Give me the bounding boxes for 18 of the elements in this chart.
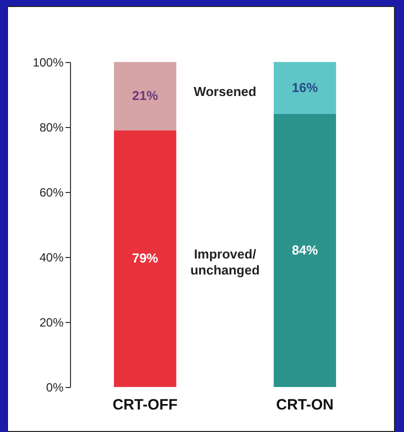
y-tick-label: 40% bbox=[39, 250, 64, 264]
series-label: Worsened bbox=[194, 84, 256, 100]
y-tick-label: 20% bbox=[39, 316, 64, 330]
data-label: 16% bbox=[292, 80, 318, 95]
y-tick-label: 0% bbox=[46, 380, 64, 394]
x-tick-label: CRT-ON bbox=[276, 396, 334, 414]
bar bbox=[274, 114, 336, 387]
y-tick-label: 60% bbox=[39, 186, 64, 200]
bar bbox=[274, 62, 336, 114]
bar bbox=[114, 130, 176, 387]
y-tick-label: 80% bbox=[39, 120, 64, 134]
data-label: 21% bbox=[132, 88, 159, 104]
x-tick-label: CRT-OFF bbox=[112, 396, 178, 414]
series-label: Improved/ unchanged bbox=[190, 246, 260, 278]
y-tick-label: 100% bbox=[32, 56, 64, 70]
data-label: 84% bbox=[292, 242, 318, 258]
data-label: 79% bbox=[132, 250, 159, 266]
bar bbox=[114, 62, 176, 130]
